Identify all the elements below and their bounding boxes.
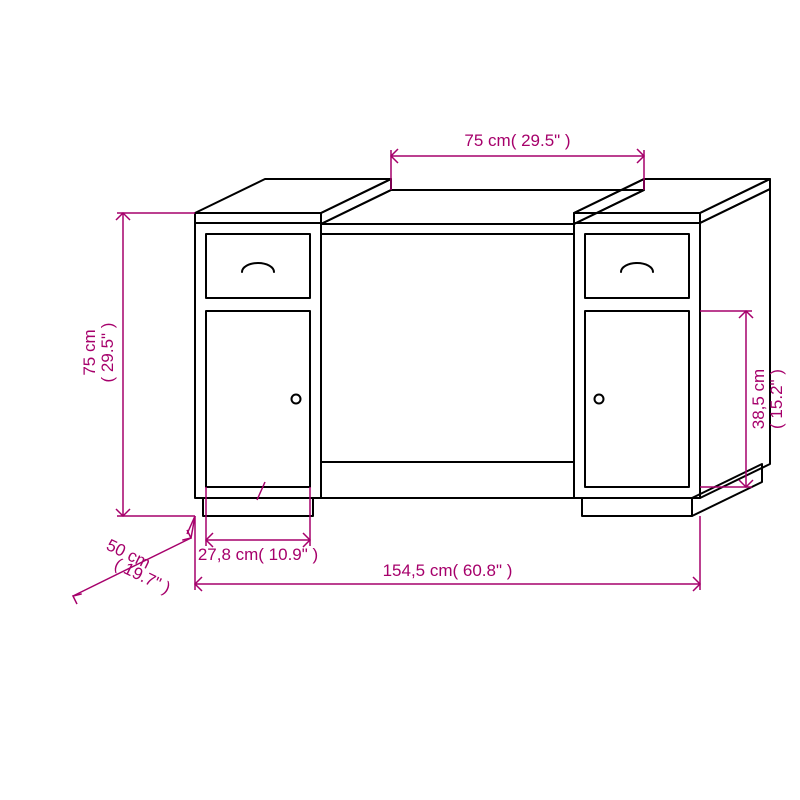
dim-door-h-cm: 38,5 cm (749, 369, 768, 429)
dim-height-in: ( 29.5" ) (98, 323, 117, 383)
dim-height-cm: 75 cm (80, 329, 99, 375)
dim-total-width: 154,5 cm( 60.8" ) (383, 561, 513, 580)
desk-outline (195, 213, 700, 516)
dim-door-width: 27,8 cm( 10.9" ) (198, 545, 318, 564)
dim-center-width: 75 cm( 29.5" ) (464, 131, 570, 150)
dim-door-h-in: ( 15.2" ) (767, 369, 786, 429)
